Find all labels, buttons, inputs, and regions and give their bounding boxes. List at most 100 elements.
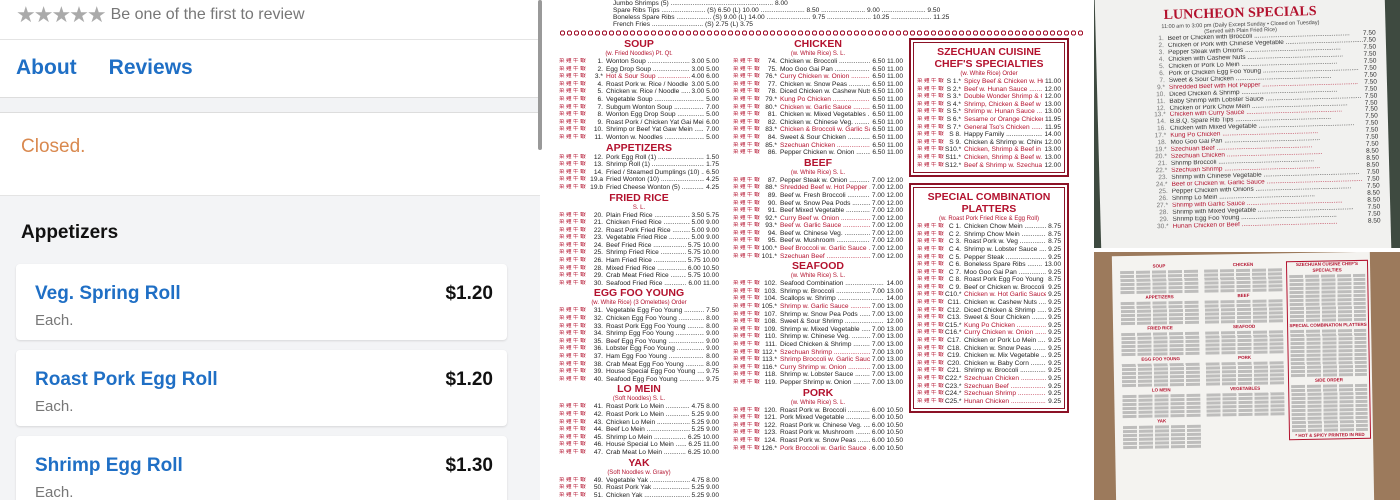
item-price: 11.00 [1044, 78, 1061, 85]
menu-item: 菜 雞 牛 蝦 飯 湯 麵 肉 40.Seafood Egg Foo Young9… [559, 376, 719, 384]
chinese-name-glyphs: 菜 雞 牛 蝦 飯 湯 麵 肉 [559, 375, 587, 382]
section-subtitle: (Soft Noodles) S. L. [612, 396, 666, 403]
chinese-name-glyphs: 菜 雞 牛 蝦 飯 湯 麵 肉 [559, 111, 587, 118]
chinese-name-glyphs: 菜 雞 牛 蝦 飯 湯 麵 肉 [733, 237, 761, 244]
item-number: 42. [593, 410, 603, 418]
item-name: Wonton Soup [606, 58, 690, 66]
item-price: 6.00 11.00 [688, 279, 719, 287]
item-number: 19.a [590, 176, 603, 184]
menu-item: 菜 雞 牛 蝦 飯 湯 麵 肉 14.Fried / Steamed Dumpli… [559, 169, 719, 177]
item-name: Szechuan Chicken [780, 142, 870, 150]
chinese-name-glyphs: 菜 雞 牛 蝦 飯 湯 麵 肉 [917, 108, 945, 115]
item-price: 7.00 [706, 103, 719, 111]
item-name: Beef or Chicken w. Broccoli [964, 284, 1046, 292]
menu-item: 菜 雞 牛 蝦 飯 湯 麵 肉 6.Vegetable Soup5.00 [559, 96, 719, 104]
chinese-name-glyphs: 菜 雞 牛 蝦 飯 湯 麵 肉 [917, 223, 945, 230]
item-name: General Tso's Chicken [964, 124, 1043, 132]
chinese-name-glyphs: 菜 雞 牛 蝦 飯 湯 麵 肉 [733, 318, 761, 325]
item-number: 26. [593, 257, 603, 265]
item-price: 14.00 [886, 295, 903, 303]
menu-row: Spare Ribs Tips ........................… [613, 7, 941, 14]
chinese-name-glyphs: 菜 雞 牛 蝦 飯 湯 麵 肉 [917, 153, 945, 160]
paper-menu-image: Jumbo Shrimps (5) ......................… [553, 0, 1090, 500]
item-name: Beef w. Snow Pea Pods [780, 200, 870, 208]
menu-item-card[interactable]: Roast Pork Egg Roll Each. $1.20 [16, 350, 507, 426]
item-number: 80.* [765, 103, 777, 111]
item-name: Chicken w. Baby Corn [964, 360, 1046, 368]
full-menu-photo: SOUP APPETIZERS FRIED RICE EGG FOO YOUNG LO … [1094, 252, 1400, 500]
chinese-name-glyphs: 菜 雞 牛 蝦 飯 湯 麵 肉 [917, 397, 945, 404]
menu-item: 菜 雞 牛 蝦 飯 湯 麵 肉 86.Pepper Chicken w. Onio… [733, 149, 903, 157]
item-price: 9.25 [1048, 314, 1061, 322]
item-name: Chicken & Shrimp w. Chinese Veg. [964, 139, 1042, 147]
tab-about[interactable]: About [16, 56, 77, 79]
item-number: C 4. [948, 245, 961, 253]
item-name: Chicken w. Snow Peas [964, 345, 1046, 353]
item-name: Roast Pork Egg Roll [35, 369, 218, 390]
item-name: Shrimp w. Lobster Sauce [964, 246, 1046, 254]
item-name: Ham Fried Rice [606, 257, 686, 265]
item-price: 5.00 [706, 111, 719, 119]
chinese-name-glyphs: 菜 雞 牛 蝦 飯 湯 麵 肉 [917, 253, 945, 260]
item-name: Seafood Fried Rice [606, 280, 686, 288]
item-name: Chicken w. Mixed Vegetables [780, 111, 870, 119]
item-name: Shrimp or Beef Yat Gaw Mein [606, 126, 704, 134]
chinese-name-glyphs: 菜 雞 牛 蝦 飯 湯 麵 肉 [733, 333, 761, 340]
item-number: C11. [947, 299, 961, 307]
menu-section: SPECIAL COMBINATION PLATTERS (w. Roast Po… [909, 183, 1069, 414]
item-number: 33. [593, 322, 603, 330]
menu-item: 菜 雞 牛 蝦 飯 湯 麵 肉124.Roast Pork w. Snow Pe… [733, 437, 903, 445]
item-price: 6.50 11.00 [872, 58, 903, 65]
item-price: 4.75 8.00 [691, 403, 720, 411]
item-name: Beef w. Fresh Broccoli [780, 192, 870, 200]
item-price: 5.25 9.00 [691, 491, 720, 499]
tab-reviews[interactable]: Reviews [108, 56, 193, 79]
item-number: 5. [597, 88, 604, 96]
item-name: Chicken & Broccoli w. Garlic Sauce [780, 126, 870, 134]
menu-section: EGG FOO YOUNG (w. White Rice) (3 Omelette… [559, 287, 719, 383]
menu-item: 菜 雞 牛 蝦 飯 湯 麵 肉 88.*Shredded Beef w. Hot … [733, 184, 903, 192]
item-price: 6.00 10.50 [871, 444, 903, 452]
chinese-name-glyphs: 菜 雞 牛 蝦 飯 湯 麵 肉 [559, 345, 587, 352]
item-price: 7.00 13.00 [871, 356, 903, 364]
item-name: Shrimp w. Broccoli [780, 288, 870, 296]
chinese-name-glyphs: 菜 雞 牛 蝦 飯 湯 麵 肉 [733, 229, 761, 236]
menu-item: 菜 雞 牛 蝦 飯 湯 麵 肉 78.Diced Chicken w. Cashe… [733, 88, 903, 96]
item-name: Shrimp Lo Mein [606, 434, 686, 442]
chinese-name-glyphs: 菜 雞 牛 蝦 飯 湯 麵 肉 [917, 85, 945, 92]
item-price: 6.50 11.00 [872, 80, 903, 88]
item-price: 8.75 [1048, 276, 1061, 284]
item-price: 6.50 11.00 [872, 95, 903, 103]
item-name: Happy Family [964, 131, 1042, 139]
item-price: 6.00 [706, 118, 719, 126]
menu-item: 菜 雞 牛 蝦 飯 湯 麵 肉C 4.Shrimp w. Lobster Sau… [917, 246, 1061, 254]
item-number: 1. [597, 58, 604, 65]
chinese-name-glyphs: 菜 雞 牛 蝦 飯 湯 麵 肉 [559, 476, 587, 483]
item-name: Moo Goo Gai Pan [780, 66, 870, 74]
star-rating-icon[interactable]: ★★★★★ [16, 2, 107, 27]
item-name: Chicken w. Rice / Noodle [606, 88, 690, 96]
item-number: 100.* [761, 245, 777, 253]
menu-item-card[interactable]: Veg. Spring Roll Each. $1.20 [16, 264, 507, 340]
item-number: S10.* [945, 146, 962, 154]
menu-item-card[interactable]: Shrimp Egg Roll Each. $1.30 [16, 436, 507, 500]
chinese-name-glyphs: 菜 雞 牛 蝦 飯 湯 麵 肉 [733, 103, 761, 110]
menu-item: 菜 雞 牛 蝦 飯 湯 麵 肉110.Shrimp w. Chinese Veg… [733, 333, 903, 341]
menu-item: 菜 雞 牛 蝦 飯 湯 麵 肉126.*Pork Broccoli w. Gar… [733, 445, 903, 453]
item-number: 109. [764, 325, 777, 333]
item-price: 5.75 10.00 [687, 249, 719, 257]
item-name: Chicken, Shrimp & Beef w. Snow Peas [964, 154, 1042, 162]
section-title: SZECHUAN CUISINE CHEF'S SPECIALTIES [934, 46, 1044, 70]
menu-item: 菜 雞 牛 蝦 飯 湯 麵 肉 92.*Curry Beef w. Onion7.… [733, 215, 903, 223]
tab-bar: About Reviews [16, 56, 193, 80]
menu-item: 菜 雞 牛 蝦 飯 湯 麵 肉 25.Shrimp Fried Rice5.75 … [559, 249, 719, 257]
menu-item: 菜 雞 牛 蝦 飯 湯 麵 肉C 9.Beef or Chicken w. Br… [917, 284, 1061, 292]
chinese-name-glyphs: 菜 雞 牛 蝦 飯 湯 麵 肉 [733, 245, 761, 252]
item-price: 12.00 [886, 318, 903, 326]
chinese-name-glyphs: 菜 雞 牛 蝦 飯 湯 麵 肉 [733, 118, 761, 125]
menu-item: 菜 雞 牛 蝦 飯 湯 麵 肉 8.Wonton Egg Drop Soup5.0… [559, 111, 719, 119]
scrollbar[interactable] [538, 0, 542, 150]
item-name: Shrimp Egg Roll [35, 455, 183, 476]
menu-item: 菜 雞 牛 蝦 飯 湯 麵 肉 94.Beef w. Chinese Veg.7.… [733, 230, 903, 238]
item-number: 12. [593, 153, 603, 161]
